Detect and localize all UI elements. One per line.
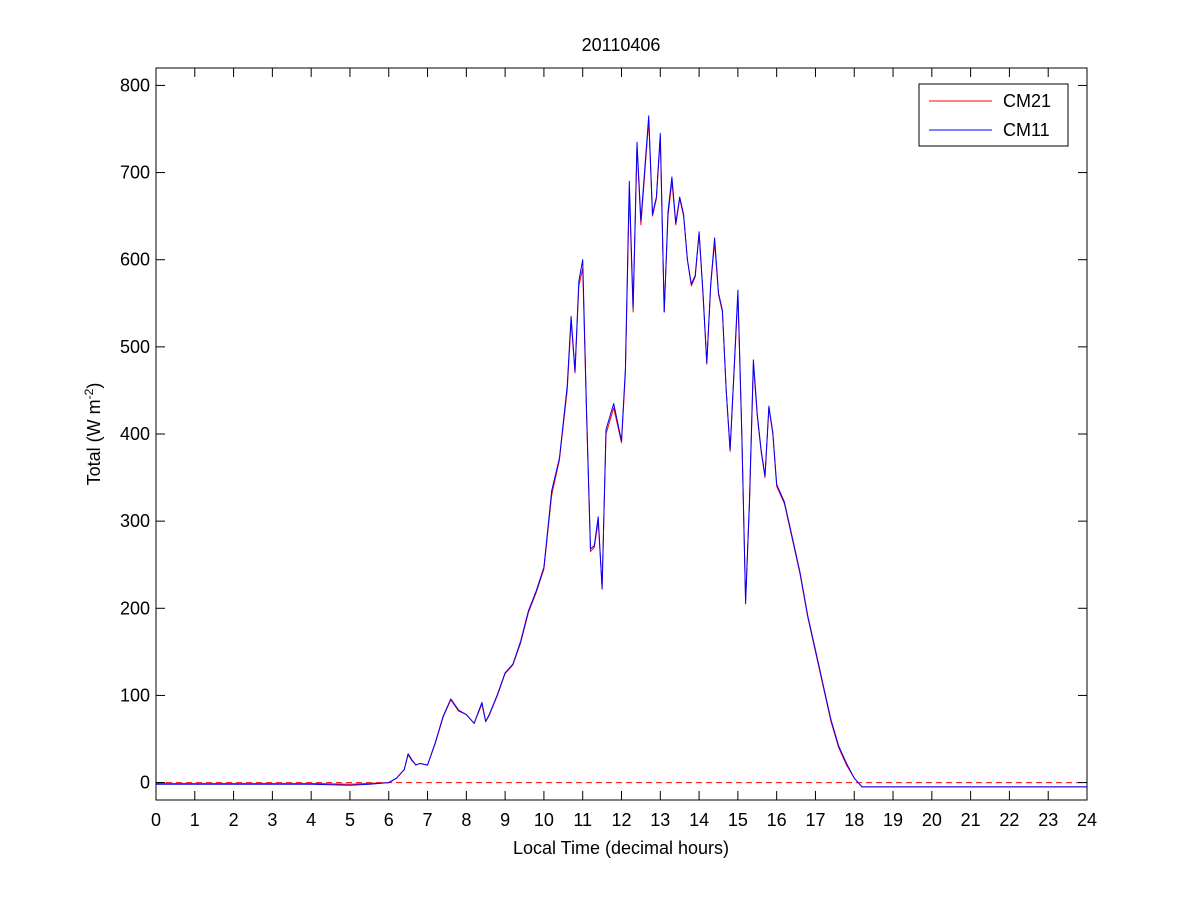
y-tick-label: 600 (120, 250, 150, 270)
x-tick-label: 6 (384, 810, 394, 830)
x-tick-label: 4 (306, 810, 316, 830)
y-tick-label: 0 (140, 773, 150, 793)
x-tick-label: 24 (1077, 810, 1097, 830)
y-tick-label: 700 (120, 163, 150, 183)
y-axis-label: Total (W m-2) (82, 383, 104, 486)
legend: CM21 CM11 (918, 83, 1069, 147)
x-tick-label: 8 (461, 810, 471, 830)
x-tick-label: 20 (922, 810, 942, 830)
x-tick-label: 22 (999, 810, 1019, 830)
y-tick-label: 300 (120, 511, 150, 531)
x-tick-label: 5 (345, 810, 355, 830)
chart-title: 20110406 (582, 35, 661, 55)
x-tick-label: 12 (611, 810, 631, 830)
series-line-cm11 (156, 115, 1087, 788)
x-tick-label: 23 (1038, 810, 1058, 830)
legend-label-cm11: CM11 (1003, 120, 1050, 140)
y-tick-label: 400 (120, 424, 150, 444)
legend-box (918, 83, 1069, 147)
x-tick-label: 10 (534, 810, 554, 830)
x-tick-label: 14 (689, 810, 709, 830)
x-axis-label: Local Time (decimal hours) (513, 838, 729, 858)
y-tick-label: 200 (120, 598, 150, 618)
x-tick-label: 7 (423, 810, 433, 830)
y-tick-label: 800 (120, 75, 150, 95)
x-tick-label: 1 (190, 810, 200, 830)
x-tick-label: 19 (883, 810, 903, 830)
x-tick-label: 18 (844, 810, 864, 830)
x-tick-label: 13 (650, 810, 670, 830)
x-tick-label: 9 (500, 810, 510, 830)
x-tick-label: 17 (805, 810, 825, 830)
x-tick-label: 0 (151, 810, 161, 830)
y-tick-label: 100 (120, 685, 150, 705)
legend-label-cm21: CM21 (1003, 91, 1051, 111)
y-tick-label: 500 (120, 337, 150, 357)
x-tick-label: 15 (728, 810, 748, 830)
x-tick-label: 21 (961, 810, 981, 830)
y-axis-label-superscript: -2 (82, 388, 96, 399)
x-tick-label: 16 (767, 810, 787, 830)
x-tick-label: 11 (573, 810, 592, 830)
y-axis-label-close: ) (84, 383, 104, 389)
y-axis-label-main: Total (W m (84, 399, 104, 485)
x-tick-label: 3 (267, 810, 277, 830)
plot-area: 0 1 2 3 4 5 6 7 8 9 10 11 12 13 14 15 16 17 18 19 20 21 22 23 24… (120, 67, 1097, 830)
x-tick-label: 2 (229, 810, 239, 830)
